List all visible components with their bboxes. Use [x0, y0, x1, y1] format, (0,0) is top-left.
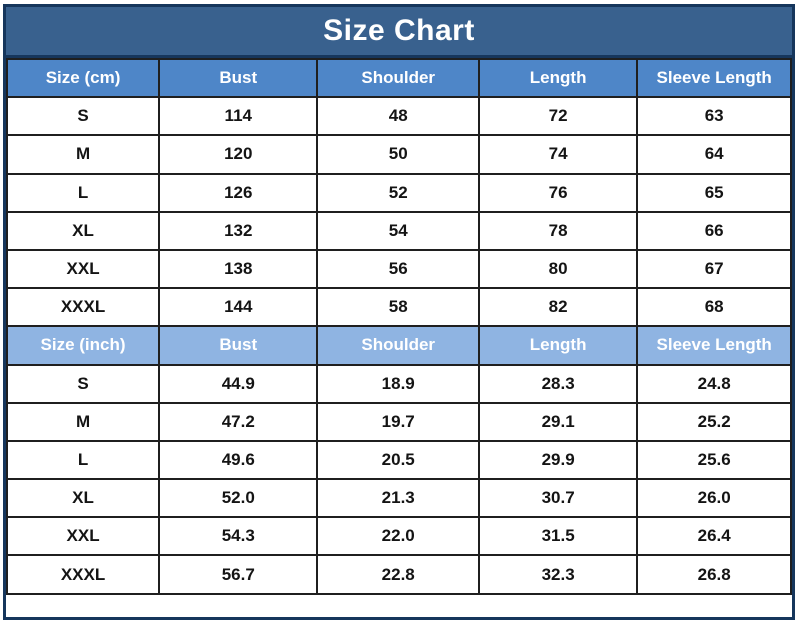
table-row: XXL 138 56 80 67	[6, 248, 792, 290]
size-label-cell: XXXL	[6, 554, 161, 595]
value-cell: 19.7	[316, 401, 480, 442]
size-label-cell: XL	[6, 478, 161, 519]
column-header: Shoulder	[316, 325, 480, 366]
value-cell: 25.2	[636, 401, 792, 442]
size-chart-tbody: Size (cm) Bust Shoulder Length Sleeve Length…	[6, 57, 792, 595]
value-cell: 31.5	[477, 516, 639, 557]
table-row: XL 52.0 21.3 30.7 26.0	[6, 478, 792, 519]
value-cell: 66	[636, 210, 792, 251]
value-cell: 54.3	[158, 516, 319, 557]
table-row: S 44.9 18.9 28.3 24.8	[6, 363, 792, 404]
page-title: Size Chart	[6, 7, 792, 58]
table-row: XL 132 54 78 66	[6, 210, 792, 251]
value-cell: 78	[477, 210, 639, 251]
value-cell: 80	[477, 248, 639, 290]
column-header: Length	[477, 325, 639, 366]
table-row: L 126 52 76 65	[6, 172, 792, 213]
value-cell: 22.0	[316, 516, 480, 557]
size-label-cell: L	[6, 172, 161, 213]
column-header: Size (inch)	[6, 325, 161, 366]
size-label-cell: S	[6, 96, 161, 137]
value-cell: 22.8	[316, 554, 480, 595]
value-cell: 72	[477, 96, 639, 137]
size-label-cell: XXL	[6, 248, 161, 290]
value-cell: 54	[316, 210, 480, 251]
value-cell: 29.1	[477, 401, 639, 442]
value-cell: 30.7	[477, 478, 639, 519]
value-cell: 56	[316, 248, 480, 290]
value-cell: 20.5	[316, 439, 480, 481]
size-chart-panel: Size Chart Size (cm) Bust Shoulder Length Sl…	[3, 4, 795, 620]
value-cell: 26.4	[636, 516, 792, 557]
size-label-cell: S	[6, 363, 161, 404]
column-header: Sleeve Length	[636, 57, 792, 99]
value-cell: 126	[158, 172, 319, 213]
value-cell: 65	[636, 172, 792, 213]
column-header: Length	[477, 57, 639, 99]
size-label-cell: XXXL	[6, 287, 161, 328]
table-row: XXXL 56.7 22.8 32.3 26.8	[6, 554, 792, 595]
table-row: M 47.2 19.7 29.1 25.2	[6, 401, 792, 442]
value-cell: 48	[316, 96, 480, 137]
value-cell: 29.9	[477, 439, 639, 481]
size-label-cell: M	[6, 134, 161, 175]
column-header: Size (cm)	[6, 57, 161, 99]
column-header: Shoulder	[316, 57, 480, 99]
value-cell: 144	[158, 287, 319, 328]
size-label-cell: M	[6, 401, 161, 442]
header-row-inch: Size (inch) Bust Shoulder Length Sleeve Leng…	[6, 325, 792, 366]
value-cell: 26.8	[636, 554, 792, 595]
size-label-cell: XXL	[6, 516, 161, 557]
value-cell: 132	[158, 210, 319, 251]
value-cell: 25.6	[636, 439, 792, 481]
header-row-cm: Size (cm) Bust Shoulder Length Sleeve Length	[6, 57, 792, 99]
table-row: S 114 48 72 63	[6, 96, 792, 137]
value-cell: 74	[477, 134, 639, 175]
value-cell: 67	[636, 248, 792, 290]
column-header: Bust	[158, 57, 319, 99]
value-cell: 28.3	[477, 363, 639, 404]
value-cell: 63	[636, 96, 792, 137]
size-label-cell: L	[6, 439, 161, 481]
value-cell: 24.8	[636, 363, 792, 404]
column-header: Bust	[158, 325, 319, 366]
value-cell: 68	[636, 287, 792, 328]
value-cell: 49.6	[158, 439, 319, 481]
size-label-cell: XL	[6, 210, 161, 251]
size-chart-table: Size (cm) Bust Shoulder Length Sleeve Length…	[6, 57, 792, 595]
value-cell: 120	[158, 134, 319, 175]
value-cell: 82	[477, 287, 639, 328]
value-cell: 138	[158, 248, 319, 290]
value-cell: 50	[316, 134, 480, 175]
value-cell: 76	[477, 172, 639, 213]
value-cell: 18.9	[316, 363, 480, 404]
value-cell: 32.3	[477, 554, 639, 595]
value-cell: 52.0	[158, 478, 319, 519]
value-cell: 64	[636, 134, 792, 175]
value-cell: 52	[316, 172, 480, 213]
value-cell: 56.7	[158, 554, 319, 595]
table-row: L 49.6 20.5 29.9 25.6	[6, 439, 792, 481]
value-cell: 47.2	[158, 401, 319, 442]
table-row: M 120 50 74 64	[6, 134, 792, 175]
value-cell: 26.0	[636, 478, 792, 519]
value-cell: 58	[316, 287, 480, 328]
value-cell: 21.3	[316, 478, 480, 519]
column-header: Sleeve Length	[636, 325, 792, 366]
value-cell: 114	[158, 96, 319, 137]
table-row: XXXL 144 58 82 68	[6, 287, 792, 328]
table-row: XXL 54.3 22.0 31.5 26.4	[6, 516, 792, 557]
value-cell: 44.9	[158, 363, 319, 404]
